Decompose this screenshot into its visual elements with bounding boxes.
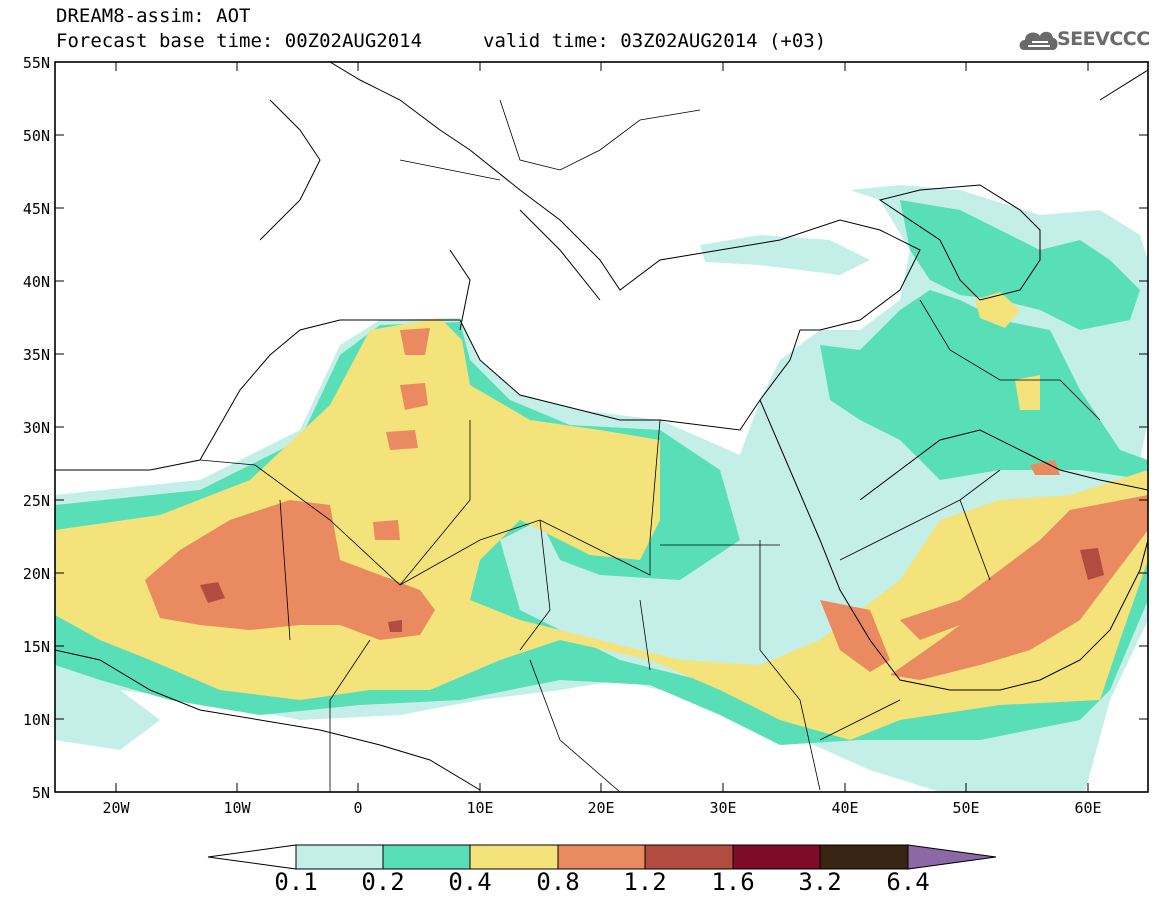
colorbar-over-triangle: [907, 844, 997, 870]
colorbar-label-0.4: 0.4: [448, 868, 492, 896]
colorbar-label-6.4: 6.4: [886, 868, 930, 896]
colorbar: [207, 844, 997, 870]
lat-label-15n: 15N: [22, 638, 50, 656]
colorbar-box-1: [382, 844, 471, 870]
colorbar-label-0.2: 0.2: [361, 868, 405, 896]
colorbar-box-6: [819, 844, 909, 870]
colorbar-box-4: [644, 844, 734, 870]
lon-label-10w: 10W: [223, 799, 251, 817]
valid-time: valid time: 03Z02AUG2014 (+03): [483, 30, 827, 52]
lat-label-45n: 45N: [22, 200, 50, 218]
aot-contours: [55, 185, 1148, 792]
colorbar-label-0.1: 0.1: [274, 868, 318, 896]
lon-label-40e: 40E: [831, 799, 859, 817]
lat-label-25n: 25N: [22, 492, 50, 510]
lat-label-5n: 5N: [31, 784, 50, 802]
map-title: DREAM8-assim: AOT: [56, 5, 251, 27]
axis-ticks: [55, 61, 1148, 792]
colorbar-label-1.6: 1.6: [711, 868, 755, 896]
lat-label-30n: 30N: [22, 419, 50, 437]
colorbar-label-1.2: 1.2: [623, 868, 667, 896]
lon-label-50e: 50E: [952, 799, 980, 817]
lat-label-35n: 35N: [22, 346, 50, 364]
colorbar-label-3.2: 3.2: [798, 868, 842, 896]
coastlines: [55, 62, 1148, 791]
colorbar-box-5: [732, 844, 821, 870]
colorbar-box-0: [295, 844, 384, 870]
colorbar-box-2: [469, 844, 559, 870]
colorbar-box-3: [557, 844, 646, 870]
forecast-base-time: Forecast base time: 00Z02AUG2014: [56, 30, 423, 52]
lat-label-10n: 10N: [22, 711, 50, 729]
lon-label-20e: 20E: [587, 799, 615, 817]
lon-label-10e: 10E: [466, 799, 494, 817]
lat-label-40n: 40N: [22, 273, 50, 291]
lat-label-20n: 20N: [22, 565, 50, 583]
lon-label-0: 0: [353, 799, 363, 817]
contour-1.2: [200, 582, 225, 603]
lat-label-55n: 55N: [22, 54, 50, 72]
country-borders: [199, 99, 1101, 792]
cloud-logo-icon: [1019, 31, 1058, 50]
lat-label-50n: 50N: [22, 127, 50, 145]
logo-text: SEEVCCC: [1057, 28, 1150, 50]
lon-label-60e: 60E: [1074, 799, 1102, 817]
colorbar-under-triangle: [207, 844, 297, 870]
contour-0.8: [145, 500, 435, 640]
lon-label-30e: 30E: [709, 799, 737, 817]
colorbar-label-0.8: 0.8: [536, 868, 580, 896]
lon-label-20w: 20W: [102, 799, 130, 817]
